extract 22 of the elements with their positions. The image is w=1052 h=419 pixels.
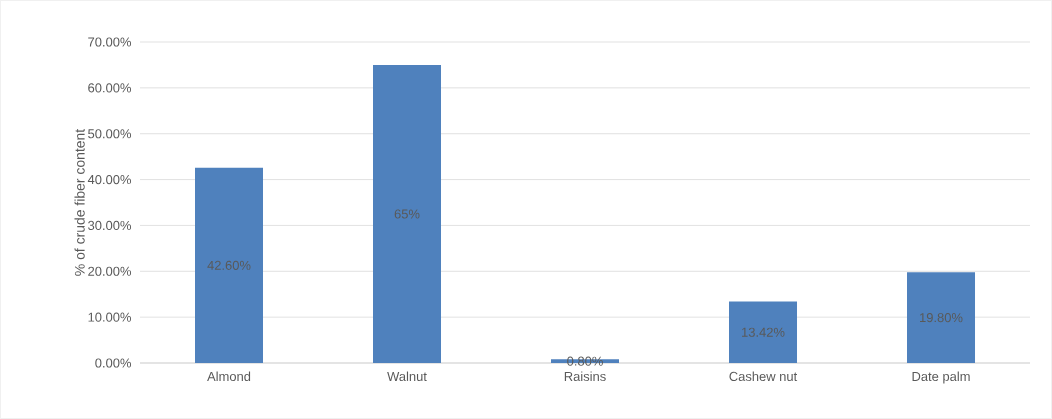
x-tick-label: Almond: [207, 371, 251, 382]
y-tick-label: 0.00%: [95, 358, 132, 368]
data-label: 65%: [394, 209, 420, 219]
y-tick-label: 40.00%: [87, 174, 132, 185]
data-label: 42.60%: [207, 260, 251, 270]
bar: [729, 301, 798, 363]
y-tick-label: 10.00%: [88, 312, 132, 322]
bar: [195, 167, 263, 363]
bar: [373, 64, 441, 363]
x-tick-label: Raisins: [564, 371, 606, 382]
y-tick-label: 70.00%: [88, 37, 132, 47]
data-label: 13.42%: [742, 327, 785, 337]
x-tick-label: Cashew nut: [729, 371, 798, 382]
y-tick-label: 50.00%: [88, 129, 132, 139]
data-label: 19.80%: [920, 313, 963, 323]
y-tick-label: 30.00%: [88, 220, 132, 231]
y-axis-title: % of crude fiber content: [74, 128, 85, 276]
x-tick-label: Walnut: [387, 371, 427, 382]
y-tick-label: 60.00%: [88, 83, 132, 93]
x-tick-label: Date palm: [912, 371, 970, 384]
bar: [907, 272, 976, 363]
y-tick-label: 20.00%: [88, 266, 132, 276]
